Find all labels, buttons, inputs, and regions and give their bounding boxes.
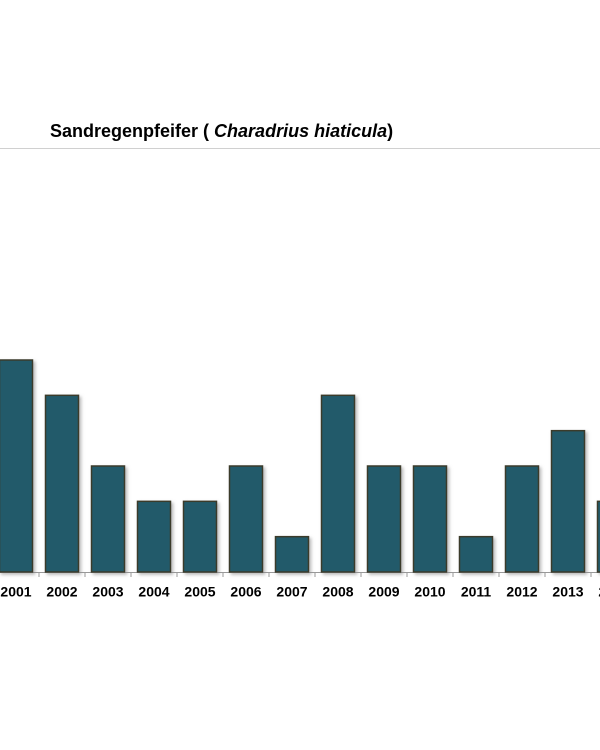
x-tick-label: 2006 bbox=[230, 584, 261, 600]
x-tick-label: 2009 bbox=[368, 584, 399, 600]
bar bbox=[182, 500, 218, 573]
x-tick-label: 2001 bbox=[0, 584, 31, 600]
bar bbox=[274, 535, 310, 573]
x-tick-label: 2007 bbox=[276, 584, 307, 600]
x-tick-label: 2012 bbox=[506, 584, 537, 600]
bar bbox=[596, 500, 600, 573]
bar bbox=[44, 394, 80, 573]
bar bbox=[504, 465, 540, 573]
bar bbox=[0, 359, 34, 573]
x-tick-label: 2014 bbox=[598, 584, 600, 600]
bar bbox=[412, 465, 448, 573]
chart-title: Sandregenpfeifer ( Charadrius hiaticula) bbox=[50, 121, 393, 141]
bar bbox=[550, 429, 586, 573]
title-close: ) bbox=[387, 121, 393, 141]
bar bbox=[366, 465, 402, 573]
title-species: Charadrius hiaticula bbox=[214, 121, 387, 141]
x-tick-label: 2004 bbox=[138, 584, 169, 600]
bar bbox=[228, 465, 264, 573]
bar bbox=[458, 535, 494, 573]
bar bbox=[90, 465, 126, 573]
x-tick-label: 2008 bbox=[322, 584, 353, 600]
x-tick-label: 2010 bbox=[414, 584, 445, 600]
bar bbox=[136, 500, 172, 573]
x-tick-label: 2013 bbox=[552, 584, 583, 600]
title-name: Sandregenpfeifer ( bbox=[50, 121, 209, 141]
x-tick-label: 2003 bbox=[92, 584, 123, 600]
bar bbox=[320, 394, 356, 573]
x-tick-label: 2002 bbox=[46, 584, 77, 600]
x-tick-label: 2011 bbox=[461, 584, 492, 600]
x-tick-label: 2005 bbox=[184, 584, 215, 600]
